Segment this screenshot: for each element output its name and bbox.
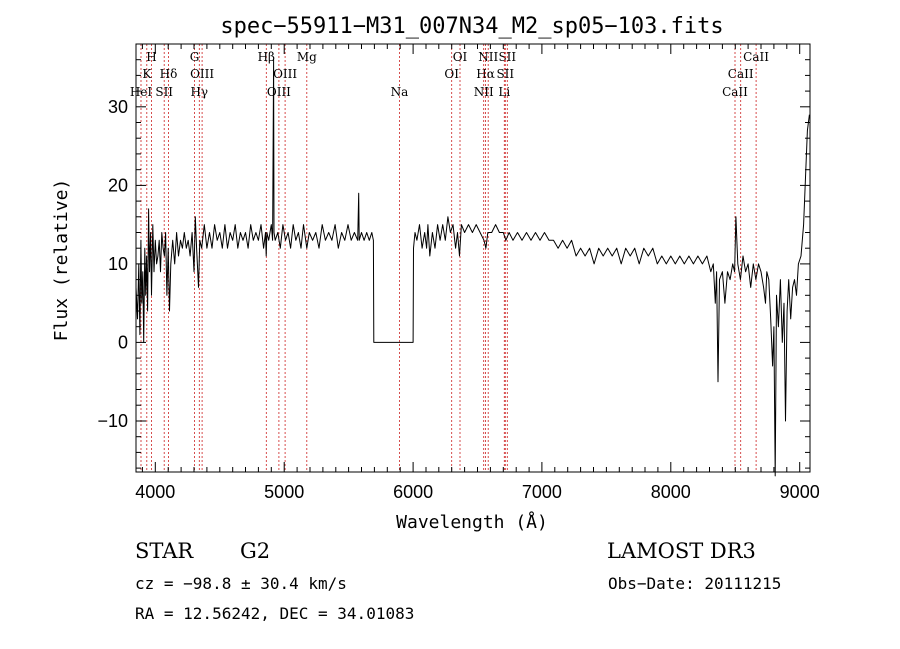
line-label: NII — [478, 50, 498, 64]
observation-date: Obs−Date: 20111215 — [608, 574, 782, 593]
sky-coordinates: RA = 12.56242, DEC = 34.01083 — [135, 604, 415, 623]
x-tick-label: 4000 — [135, 482, 175, 502]
y-axis-label: Flux (relative) — [51, 179, 72, 342]
plot-frame — [135, 43, 811, 473]
line-label: Hα — [476, 67, 495, 81]
y-tick-label: 20 — [108, 175, 128, 195]
line-label: Mg — [297, 50, 317, 64]
spectral-subclass: G2 — [240, 539, 271, 563]
line-label: Hδ — [160, 67, 178, 81]
flux-line — [135, 59, 810, 477]
y-tick-label: 10 — [108, 254, 128, 274]
chart-title: spec−55911−M31_007N34_M2_sp05−103.fits — [220, 14, 723, 39]
line-label: OIII — [273, 67, 297, 81]
line-label: H — [146, 50, 156, 64]
object-class: STAR — [135, 539, 194, 563]
x-tick-label: 7000 — [522, 482, 562, 502]
survey-name: LAMOST DR3 — [607, 539, 756, 563]
line-label: OIII — [267, 85, 291, 99]
x-tick-label: 9000 — [780, 482, 820, 502]
line-label: Hγ — [190, 85, 208, 99]
line-label: G — [190, 50, 200, 64]
x-tick-label: 6000 — [393, 482, 433, 502]
line-label: CaII — [728, 67, 754, 81]
line-label: SII — [155, 85, 173, 99]
y-tick-label: −10 — [97, 411, 128, 431]
line-label: Na — [391, 85, 409, 99]
line-label: HeI — [130, 85, 153, 99]
line-label: NII — [474, 85, 494, 99]
x-tick-label: 8000 — [651, 482, 691, 502]
line-label: SII — [498, 50, 516, 64]
flux-series — [135, 59, 810, 477]
line-label: OIII — [190, 67, 214, 81]
line-label: K — [142, 67, 152, 81]
line-label: OI — [444, 67, 459, 81]
line-label: CaII — [722, 85, 748, 99]
x-tick-label: 5000 — [264, 482, 304, 502]
line-label: OI — [453, 50, 468, 64]
line-label: Hβ — [258, 50, 275, 64]
line-label: CaII — [743, 50, 769, 64]
line-label: SII — [496, 67, 514, 81]
axis-ticks: 4000 5000 6000 7000 8000 9000 −10 0 10 20 30 — [97, 43, 820, 502]
x-axis-label: Wavelength (Å) — [396, 511, 548, 533]
radial-velocity: cz = −98.8 ± 30.4 km/s — [135, 574, 347, 593]
y-tick-label: 30 — [108, 97, 128, 117]
y-tick-label: 0 — [118, 332, 128, 352]
line-label: Li — [498, 85, 510, 99]
